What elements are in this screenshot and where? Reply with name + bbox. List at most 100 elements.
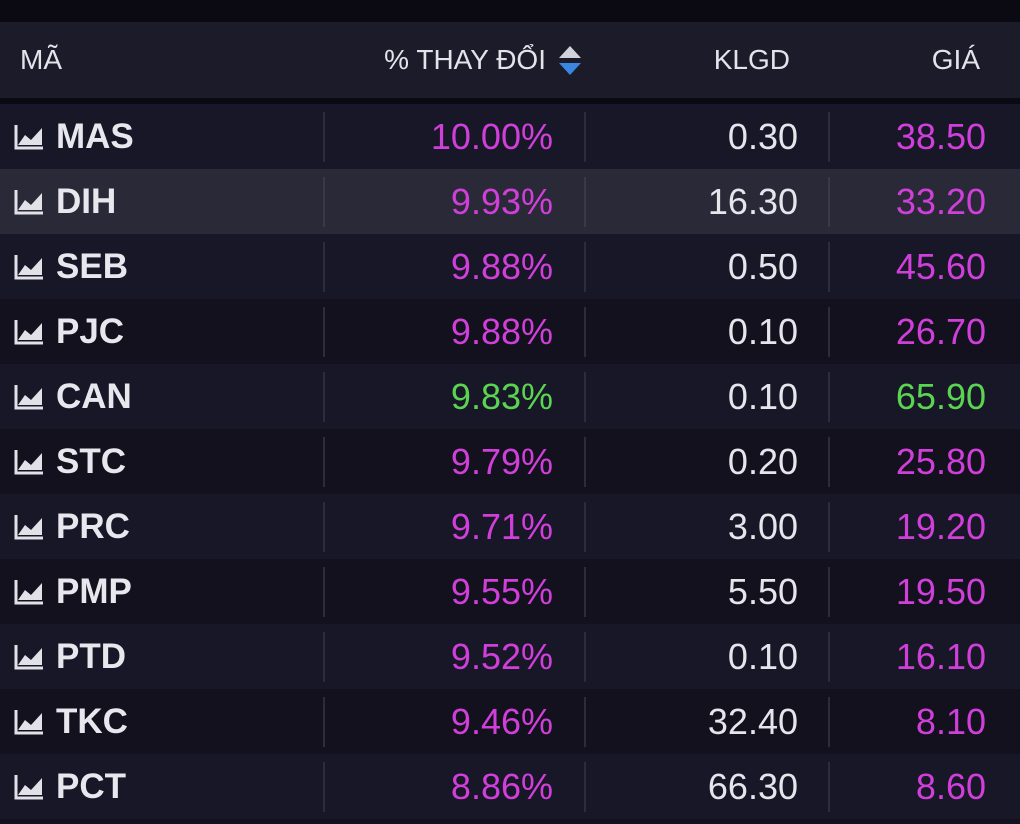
stock-row[interactable]: PTD 9.52% 0.10 16.10 bbox=[0, 624, 1020, 689]
header-price[interactable]: GIÁ bbox=[931, 44, 980, 75]
column-divider bbox=[828, 437, 830, 487]
column-divider bbox=[828, 762, 830, 812]
stock-volume: 16.30 bbox=[707, 181, 798, 222]
stock-change: 9.88% bbox=[450, 311, 553, 352]
column-divider bbox=[584, 242, 586, 292]
stock-price: 26.70 bbox=[895, 311, 986, 352]
stock-volume: 0.50 bbox=[727, 246, 798, 287]
stock-row[interactable]: STC 9.79% 0.20 25.80 bbox=[0, 429, 1020, 494]
stock-row[interactable]: MAS 10.00% 0.30 38.50 bbox=[0, 104, 1020, 169]
stock-price: 8.60 bbox=[915, 766, 986, 807]
column-divider bbox=[828, 567, 830, 617]
stock-change: 9.83% bbox=[450, 376, 553, 417]
column-divider bbox=[323, 762, 325, 812]
column-divider bbox=[828, 177, 830, 227]
table-header: MÃ % THAY ĐỔI KLGD GIÁ bbox=[0, 22, 1020, 98]
column-divider bbox=[323, 567, 325, 617]
chart-icon[interactable] bbox=[14, 448, 45, 476]
chart-icon[interactable] bbox=[14, 383, 45, 411]
stock-change: 9.71% bbox=[450, 506, 553, 547]
stock-volume: 0.10 bbox=[727, 376, 798, 417]
chart-icon[interactable] bbox=[14, 188, 45, 216]
stock-change: 9.79% bbox=[450, 441, 553, 482]
stock-code: PTD bbox=[56, 637, 126, 676]
column-divider bbox=[584, 437, 586, 487]
sort-icon[interactable] bbox=[557, 44, 583, 78]
stock-volume: 0.20 bbox=[727, 441, 798, 482]
column-divider bbox=[828, 372, 830, 422]
chart-icon[interactable] bbox=[14, 643, 45, 671]
column-divider bbox=[323, 502, 325, 552]
column-divider bbox=[828, 502, 830, 552]
chart-icon[interactable] bbox=[14, 773, 45, 801]
column-divider bbox=[584, 697, 586, 747]
chart-icon[interactable] bbox=[14, 123, 45, 151]
column-divider bbox=[323, 242, 325, 292]
column-divider bbox=[828, 632, 830, 682]
stock-volume: 0.30 bbox=[727, 116, 798, 157]
column-divider bbox=[828, 307, 830, 357]
chart-icon[interactable] bbox=[14, 708, 45, 736]
column-divider bbox=[323, 307, 325, 357]
stock-price: 25.80 bbox=[895, 441, 986, 482]
header-volume[interactable]: KLGD bbox=[713, 44, 790, 75]
stock-code: MAS bbox=[56, 117, 134, 156]
stock-price: 33.20 bbox=[895, 181, 986, 222]
column-divider bbox=[323, 437, 325, 487]
header-code[interactable]: MÃ bbox=[20, 44, 62, 75]
header-divider bbox=[0, 98, 1020, 104]
stock-volume: 5.50 bbox=[727, 571, 798, 612]
stock-row[interactable]: PJC 9.88% 0.10 26.70 bbox=[0, 299, 1020, 364]
stock-volume: 32.40 bbox=[707, 701, 798, 742]
column-divider bbox=[584, 502, 586, 552]
stock-change: 9.52% bbox=[450, 636, 553, 677]
chart-icon[interactable] bbox=[14, 513, 45, 541]
stock-price: 38.50 bbox=[895, 116, 986, 157]
chart-icon[interactable] bbox=[14, 253, 45, 281]
stock-row[interactable]: DIH 9.93% 16.30 33.20 bbox=[0, 169, 1020, 234]
stock-price: 16.10 bbox=[895, 636, 986, 677]
column-divider bbox=[323, 112, 325, 162]
column-divider bbox=[828, 112, 830, 162]
stock-change: 9.93% bbox=[450, 181, 553, 222]
stock-list: MAS 10.00% 0.30 38.50 DIH 9.93% 16.30 33… bbox=[0, 104, 1020, 819]
stock-change: 9.88% bbox=[450, 246, 553, 287]
stock-code: PRC bbox=[56, 507, 130, 546]
stock-change: 8.86% bbox=[450, 766, 553, 807]
stock-code: STC bbox=[56, 442, 126, 481]
column-divider bbox=[323, 632, 325, 682]
stock-code: TKC bbox=[56, 702, 128, 741]
stock-change: 10.00% bbox=[430, 116, 553, 157]
column-divider bbox=[584, 112, 586, 162]
stock-code: CAN bbox=[56, 377, 132, 416]
column-divider bbox=[828, 242, 830, 292]
stock-row[interactable]: PMP 9.55% 5.50 19.50 bbox=[0, 559, 1020, 624]
stock-row[interactable]: PCT 8.86% 66.30 8.60 bbox=[0, 754, 1020, 819]
column-divider bbox=[584, 307, 586, 357]
stock-price: 19.50 bbox=[895, 571, 986, 612]
header-change[interactable]: % THAY ĐỔI bbox=[384, 44, 546, 75]
chart-icon[interactable] bbox=[14, 318, 45, 346]
chart-icon[interactable] bbox=[14, 578, 45, 606]
stock-price: 65.90 bbox=[895, 376, 986, 417]
column-divider bbox=[584, 762, 586, 812]
stock-code: SEB bbox=[56, 247, 128, 286]
stock-volume: 3.00 bbox=[727, 506, 798, 547]
stock-code: PCT bbox=[56, 767, 126, 806]
stock-volume: 0.10 bbox=[727, 636, 798, 677]
column-divider bbox=[323, 177, 325, 227]
stock-volume: 0.10 bbox=[727, 311, 798, 352]
stock-row[interactable]: PRC 9.71% 3.00 19.20 bbox=[0, 494, 1020, 559]
column-divider bbox=[828, 697, 830, 747]
stock-change: 9.46% bbox=[450, 701, 553, 742]
column-divider bbox=[584, 632, 586, 682]
column-divider bbox=[584, 177, 586, 227]
column-divider bbox=[584, 567, 586, 617]
stock-code: DIH bbox=[56, 182, 117, 221]
stock-row[interactable]: SEB 9.88% 0.50 45.60 bbox=[0, 234, 1020, 299]
stock-volume: 66.30 bbox=[707, 766, 798, 807]
stock-row[interactable]: CAN 9.83% 0.10 65.90 bbox=[0, 364, 1020, 429]
stock-price: 45.60 bbox=[895, 246, 986, 287]
stock-row[interactable]: TKC 9.46% 32.40 8.10 bbox=[0, 689, 1020, 754]
